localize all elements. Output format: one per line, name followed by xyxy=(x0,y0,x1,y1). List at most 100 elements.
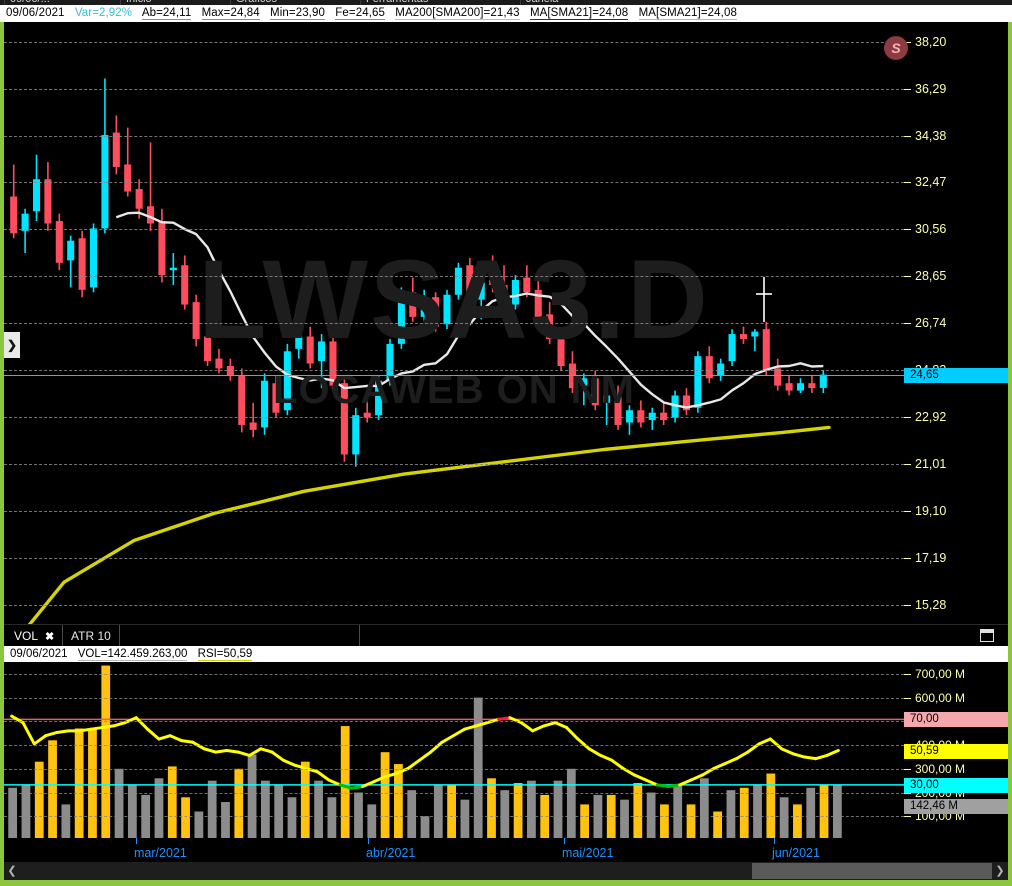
price-gridline xyxy=(4,323,904,325)
price-gridline xyxy=(4,370,904,372)
price-plot-area[interactable]: LWSA3.D LOCAWEB ON NM ❯ xyxy=(4,22,904,624)
price-axis-label: 26,74 xyxy=(915,316,947,331)
indicator-tab-label: VOL xyxy=(14,629,39,643)
volume-axis-tick xyxy=(904,673,911,675)
scrollbar-thumb[interactable] xyxy=(752,863,992,879)
volume-axis-tick xyxy=(904,768,911,770)
volume-gridline xyxy=(4,673,904,675)
indicator-tab-bar[interactable]: VOL ✖ ATR 10 xyxy=(4,624,1008,647)
price-axis-label: 38,20 xyxy=(915,34,947,49)
price-gridline xyxy=(4,464,904,466)
date-axis-tick xyxy=(774,838,775,844)
date-axis-label: abr/2021 xyxy=(366,846,416,860)
volume-gridline xyxy=(4,816,904,818)
price-axis-label: 28,65 xyxy=(915,269,947,284)
indicator-tab-label: ATR 10 xyxy=(71,629,111,643)
volume-value-tag[interactable]: 142,46 M xyxy=(904,799,1008,815)
volume-plot-area[interactable] xyxy=(4,662,904,840)
volume-gridline xyxy=(4,768,904,770)
close-icon[interactable]: ✖ xyxy=(45,631,55,643)
rsi-value-tag[interactable]: 50,59 xyxy=(904,744,1008,760)
volume-gridline xyxy=(4,792,904,794)
price-axis-tick xyxy=(904,135,911,137)
price-axis-tick xyxy=(904,88,911,90)
indicator-tab-empty[interactable] xyxy=(120,625,360,647)
price-axis-tick xyxy=(904,323,911,325)
price-axis-tick xyxy=(904,604,911,606)
toolbar-cell-4[interactable]: Janela xyxy=(520,0,558,5)
toolbar-cell-3[interactable]: Ferramentas xyxy=(360,0,428,5)
price-gridline xyxy=(4,276,904,278)
price-axis-label: 34,38 xyxy=(915,128,947,143)
quote-open: Ab=24,11 xyxy=(141,7,192,20)
date-axis-label: mai/2021 xyxy=(562,846,614,860)
price-gridline xyxy=(4,557,904,559)
quote-info-bar: 09/06/2021 Var=2,92% Ab=24,11 Max=24,84 … xyxy=(0,5,1012,22)
price-gridline xyxy=(4,229,904,231)
quote-ma21-gray: MA[SMA21]=24,08 xyxy=(638,7,737,20)
date-axis-label: mar/2021 xyxy=(134,846,187,860)
price-axis-tick xyxy=(904,417,911,419)
indicator-date: 09/06/2021 xyxy=(10,648,68,660)
horizontal-scrollbar[interactable]: ❮ ❯ xyxy=(4,862,1008,880)
split-event-marker-icon[interactable]: S xyxy=(884,36,908,60)
volume-bars-svg xyxy=(4,665,904,840)
toolbar-cell-0[interactable]: 09/06/... xyxy=(4,0,50,5)
price-gridline xyxy=(4,182,904,184)
price-gridline xyxy=(4,88,904,90)
date-axis-tick xyxy=(564,838,565,844)
price-axis-label: 15,28 xyxy=(915,597,947,612)
scroll-left-arrow-icon[interactable]: ❮ xyxy=(4,862,20,880)
price-gridline xyxy=(4,604,904,606)
price-axis-label: 22,92 xyxy=(915,410,947,425)
indicator-tab-vol[interactable]: VOL ✖ xyxy=(6,625,64,647)
price-axis-tick xyxy=(904,510,911,512)
current-price-line xyxy=(4,374,904,376)
price-axis-tick xyxy=(904,557,911,559)
price-axis-label: 21,01 xyxy=(915,457,947,472)
volume-gridline xyxy=(4,721,904,723)
price-axis-label: 32,47 xyxy=(915,175,947,190)
volume-axis-tick xyxy=(904,792,911,794)
expand-left-panel-icon[interactable]: ❯ xyxy=(4,332,20,358)
price-gridline xyxy=(4,510,904,512)
volume-gridline xyxy=(4,745,904,747)
toolbar-cell-2[interactable]: Graficos xyxy=(230,0,277,5)
price-axis-tick xyxy=(904,276,911,278)
price-axis-label: 30,56 xyxy=(915,222,947,237)
scroll-right-arrow-icon[interactable]: ❯ xyxy=(992,862,1008,880)
toolbar-cell-1[interactable]: Inicio xyxy=(120,0,152,5)
indicator-info-bar: 09/06/2021 VOL=142.459.263,00 RSI=50,59 xyxy=(4,646,1008,662)
volume-gridline xyxy=(4,697,904,699)
rsi-oversold-tag[interactable]: 30,00 xyxy=(904,777,1008,793)
price-axis-tick xyxy=(904,229,911,231)
price-axis[interactable]: 38,2036,2934,3832,4730,5628,6526,7424,83… xyxy=(904,22,1008,624)
volume-axis-label: 300,00 M xyxy=(915,761,966,776)
price-gridline xyxy=(4,417,904,419)
price-chart-pane[interactable]: LWSA3.D LOCAWEB ON NM ❯ 38,20 36,29 34,38 3… xyxy=(4,22,1008,624)
price-axis-tick xyxy=(904,464,911,466)
quote-close: Fe=24,65 xyxy=(335,7,385,20)
price-gridline xyxy=(4,135,904,137)
top-toolbar-strip[interactable]: 09/06/... Inicio Graficos Ferramentas Janela xyxy=(0,0,1012,5)
date-axis-tick xyxy=(368,838,369,844)
price-axis-tick xyxy=(904,41,911,43)
date-axis-tick xyxy=(136,838,137,844)
quote-date: 09/06/2021 xyxy=(6,7,65,19)
price-gridline xyxy=(4,41,904,43)
price-axis-label: 17,19 xyxy=(915,550,947,565)
indicator-tab-atr-10[interactable]: ATR 10 xyxy=(63,625,120,647)
quote-ma200: MA200[SMA200]=21,43 xyxy=(395,7,520,20)
date-axis-label: jun/2021 xyxy=(772,846,820,860)
rsi-overbought-tag[interactable]: 70,00 xyxy=(904,712,1008,728)
volume-axis-tick xyxy=(904,697,911,699)
panel-layout-icon[interactable] xyxy=(980,629,994,642)
price-axis-label: 36,29 xyxy=(915,81,947,96)
quote-variation: Var=2,92% xyxy=(74,7,133,19)
price-candles-svg xyxy=(10,78,831,624)
quote-ma21-blue: MA[SMA21]=24,08 xyxy=(529,7,629,20)
quote-max: Max=24,84 xyxy=(201,7,260,20)
current-price-tag[interactable]: 24,65 xyxy=(904,367,1008,383)
